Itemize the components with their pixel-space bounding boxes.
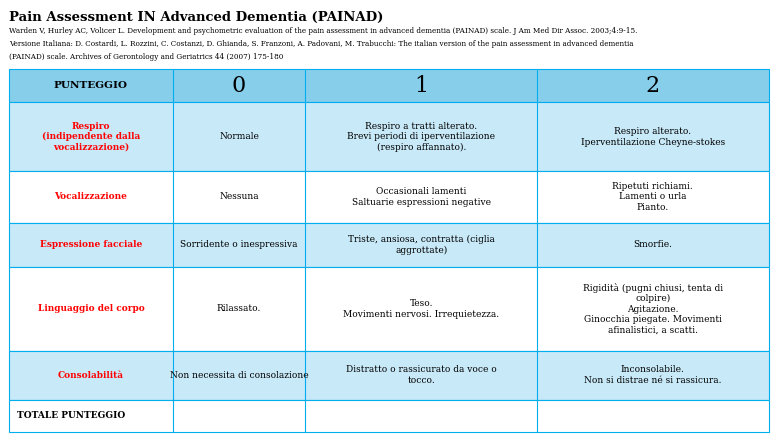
Text: Respiro a tratti alterato.
Brevi periodi di iperventilazione
(respiro affannato): Respiro a tratti alterato. Brevi periodi…: [347, 122, 496, 152]
Text: Warden V, Hurley AC, Volicer L. Development and psychometric evaluation of the p: Warden V, Hurley AC, Volicer L. Developm…: [9, 27, 638, 35]
Bar: [9, 267, 769, 351]
Text: Non necessita di consolazione: Non necessita di consolazione: [170, 371, 308, 380]
Text: TOTALE PUNTEGGIO: TOTALE PUNTEGGIO: [17, 411, 125, 420]
Bar: [9, 222, 769, 267]
Text: 0: 0: [232, 75, 246, 97]
Text: 1: 1: [414, 75, 429, 97]
Bar: [9, 69, 769, 102]
Text: Linguaggio del corpo: Linguaggio del corpo: [37, 304, 145, 313]
Bar: [9, 171, 769, 222]
Text: Versione Italiana: D. Costardi, L. Rozzini, C. Costanzi, D. Ghianda, S. Franzoni: Versione Italiana: D. Costardi, L. Rozzi…: [9, 40, 634, 48]
Text: Teso.
Movimenti nervosi. Irrequietezza.: Teso. Movimenti nervosi. Irrequietezza.: [343, 299, 499, 319]
Bar: [9, 351, 769, 400]
Text: Distratto o rassicurato da voce o
tocco.: Distratto o rassicurato da voce o tocco.: [346, 365, 496, 385]
Text: Triste, ansiosa, contratta (ciglia
aggrottate): Triste, ansiosa, contratta (ciglia aggro…: [348, 235, 495, 255]
Text: Occasionali lamenti
Saltuarie espressioni negative: Occasionali lamenti Saltuarie espression…: [352, 187, 491, 206]
Text: (PAINAD) scale. Archives of Gerontology and Geriatrics 44 (2007) 175-180: (PAINAD) scale. Archives of Gerontology …: [9, 53, 284, 61]
Text: Nessuna: Nessuna: [219, 192, 259, 202]
Text: Espressione facciale: Espressione facciale: [40, 240, 142, 249]
Text: Consolabilità: Consolabilità: [58, 371, 124, 380]
Text: Sorridente o inespressiva: Sorridente o inespressiva: [180, 240, 298, 249]
Text: Normale: Normale: [219, 132, 259, 142]
Bar: [9, 400, 769, 432]
Text: Inconsolabile.
Non si distrae né si rassicura.: Inconsolabile. Non si distrae né si rass…: [584, 365, 722, 385]
Text: Respiro alterato.
Iperventilazione Cheyne-stokes: Respiro alterato. Iperventilazione Cheyn…: [580, 127, 725, 146]
Text: PUNTEGGIO: PUNTEGGIO: [54, 81, 128, 90]
Text: Rilassato.: Rilassato.: [217, 304, 261, 313]
Text: Ripetuti richiami.
Lamenti o urla
Pianto.: Ripetuti richiami. Lamenti o urla Pianto…: [612, 182, 693, 212]
Text: Rigidità (pugni chiusi, tenta di
colpire)
Agitazione.
Ginocchia piegate. Movimen: Rigidità (pugni chiusi, tenta di colpire…: [583, 283, 723, 335]
Bar: [9, 102, 769, 171]
Text: Vocalizzazione: Vocalizzazione: [54, 192, 128, 202]
Text: 2: 2: [646, 75, 660, 97]
Text: Pain Assessment IN Advanced Dementia (PAINAD): Pain Assessment IN Advanced Dementia (PA…: [9, 11, 384, 24]
Text: Smorfie.: Smorfie.: [633, 240, 672, 249]
Text: Respiro
(indipendente dalla
vocalizzazione): Respiro (indipendente dalla vocalizzazio…: [42, 122, 140, 152]
